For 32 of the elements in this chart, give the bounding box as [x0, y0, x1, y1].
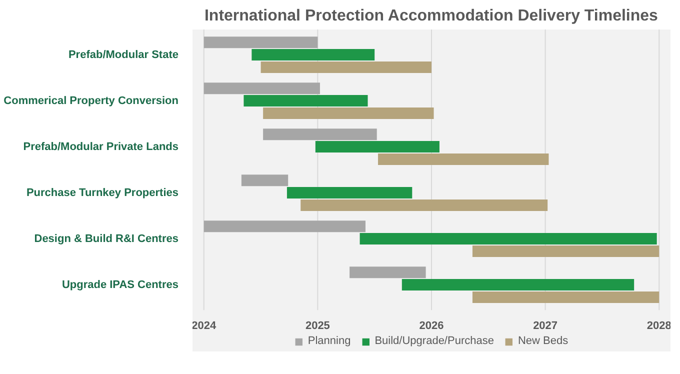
bar [286, 187, 412, 199]
bar [378, 153, 549, 165]
bar [204, 82, 320, 94]
bar [252, 49, 375, 61]
bar [472, 291, 660, 303]
y-tick-label: Commerical Property Conversion [4, 94, 179, 107]
bar [204, 220, 366, 232]
bar [263, 107, 434, 119]
bar [241, 174, 288, 186]
y-tick-label: Upgrade IPAS Centres [62, 278, 179, 291]
bar [472, 245, 660, 257]
bar [360, 233, 657, 245]
y-tick-label: Prefab/Modular Private Lands [23, 140, 179, 153]
legend-label: New Beds [518, 335, 568, 347]
bar [260, 61, 432, 73]
bar [300, 199, 548, 211]
y-tick-label: Prefab/Modular State [68, 48, 179, 61]
x-tick-label: 2026 [419, 320, 444, 332]
bar [204, 36, 318, 48]
legend-label: Build/Upgrade/Purchase [374, 335, 494, 347]
x-tick-label: 2024 [192, 320, 217, 332]
x-tick-label: 2027 [533, 320, 558, 332]
chart-title: International Protection Accommodation Delivery Timelines [204, 8, 658, 24]
bar [402, 279, 634, 291]
y-tick-label: Design & Build R&I Centres [34, 232, 179, 245]
y-tick-label: Purchase Turnkey Properties [26, 186, 179, 199]
bar [315, 141, 440, 153]
bar [263, 128, 377, 140]
x-tick-label: 2025 [305, 320, 330, 332]
bar [244, 95, 368, 107]
bar [350, 266, 426, 278]
legend-label: Planning [308, 335, 351, 347]
